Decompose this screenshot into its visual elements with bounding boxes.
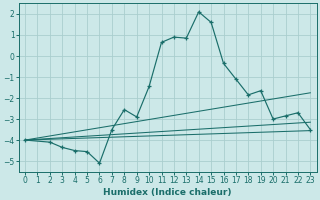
X-axis label: Humidex (Indice chaleur): Humidex (Indice chaleur)	[103, 188, 232, 197]
